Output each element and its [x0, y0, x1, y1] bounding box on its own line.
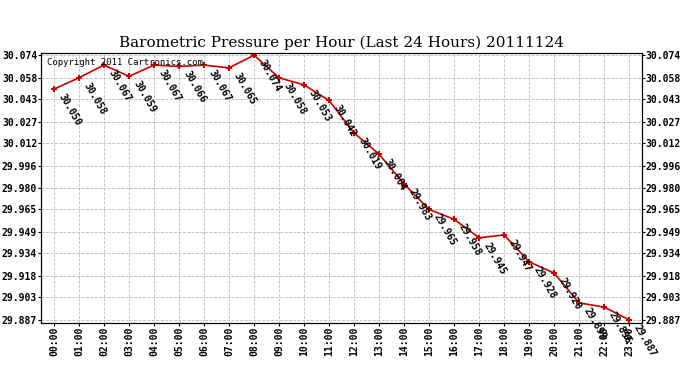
Text: 29.965: 29.965 [432, 212, 458, 248]
Title: Barometric Pressure per Hour (Last 24 Hours) 20111124: Barometric Pressure per Hour (Last 24 Ho… [119, 36, 564, 50]
Text: 30.066: 30.066 [181, 69, 208, 105]
Text: 29.947: 29.947 [507, 238, 533, 273]
Text: 29.958: 29.958 [457, 222, 483, 258]
Text: 29.983: 29.983 [407, 187, 433, 222]
Text: Copyright 2011 Cartronics.com: Copyright 2011 Cartronics.com [48, 58, 204, 67]
Text: 30.067: 30.067 [207, 68, 233, 104]
Text: 29.920: 29.920 [557, 276, 583, 312]
Text: 30.004: 30.004 [382, 157, 408, 192]
Text: 29.887: 29.887 [632, 322, 658, 358]
Text: 29.899: 29.899 [582, 306, 608, 341]
Text: 30.058: 30.058 [81, 81, 108, 116]
Text: 30.074: 30.074 [257, 58, 283, 93]
Text: 30.053: 30.053 [307, 88, 333, 123]
Text: 30.058: 30.058 [282, 81, 308, 116]
Text: 30.067: 30.067 [107, 68, 133, 104]
Text: 30.042: 30.042 [332, 103, 358, 139]
Text: 30.050: 30.050 [57, 92, 83, 128]
Text: 29.945: 29.945 [482, 240, 508, 276]
Text: 29.928: 29.928 [532, 265, 558, 300]
Text: 29.896: 29.896 [607, 310, 633, 345]
Text: 30.067: 30.067 [157, 68, 183, 104]
Text: 30.059: 30.059 [132, 79, 158, 115]
Text: 30.065: 30.065 [232, 70, 258, 106]
Text: 30.019: 30.019 [357, 136, 383, 171]
